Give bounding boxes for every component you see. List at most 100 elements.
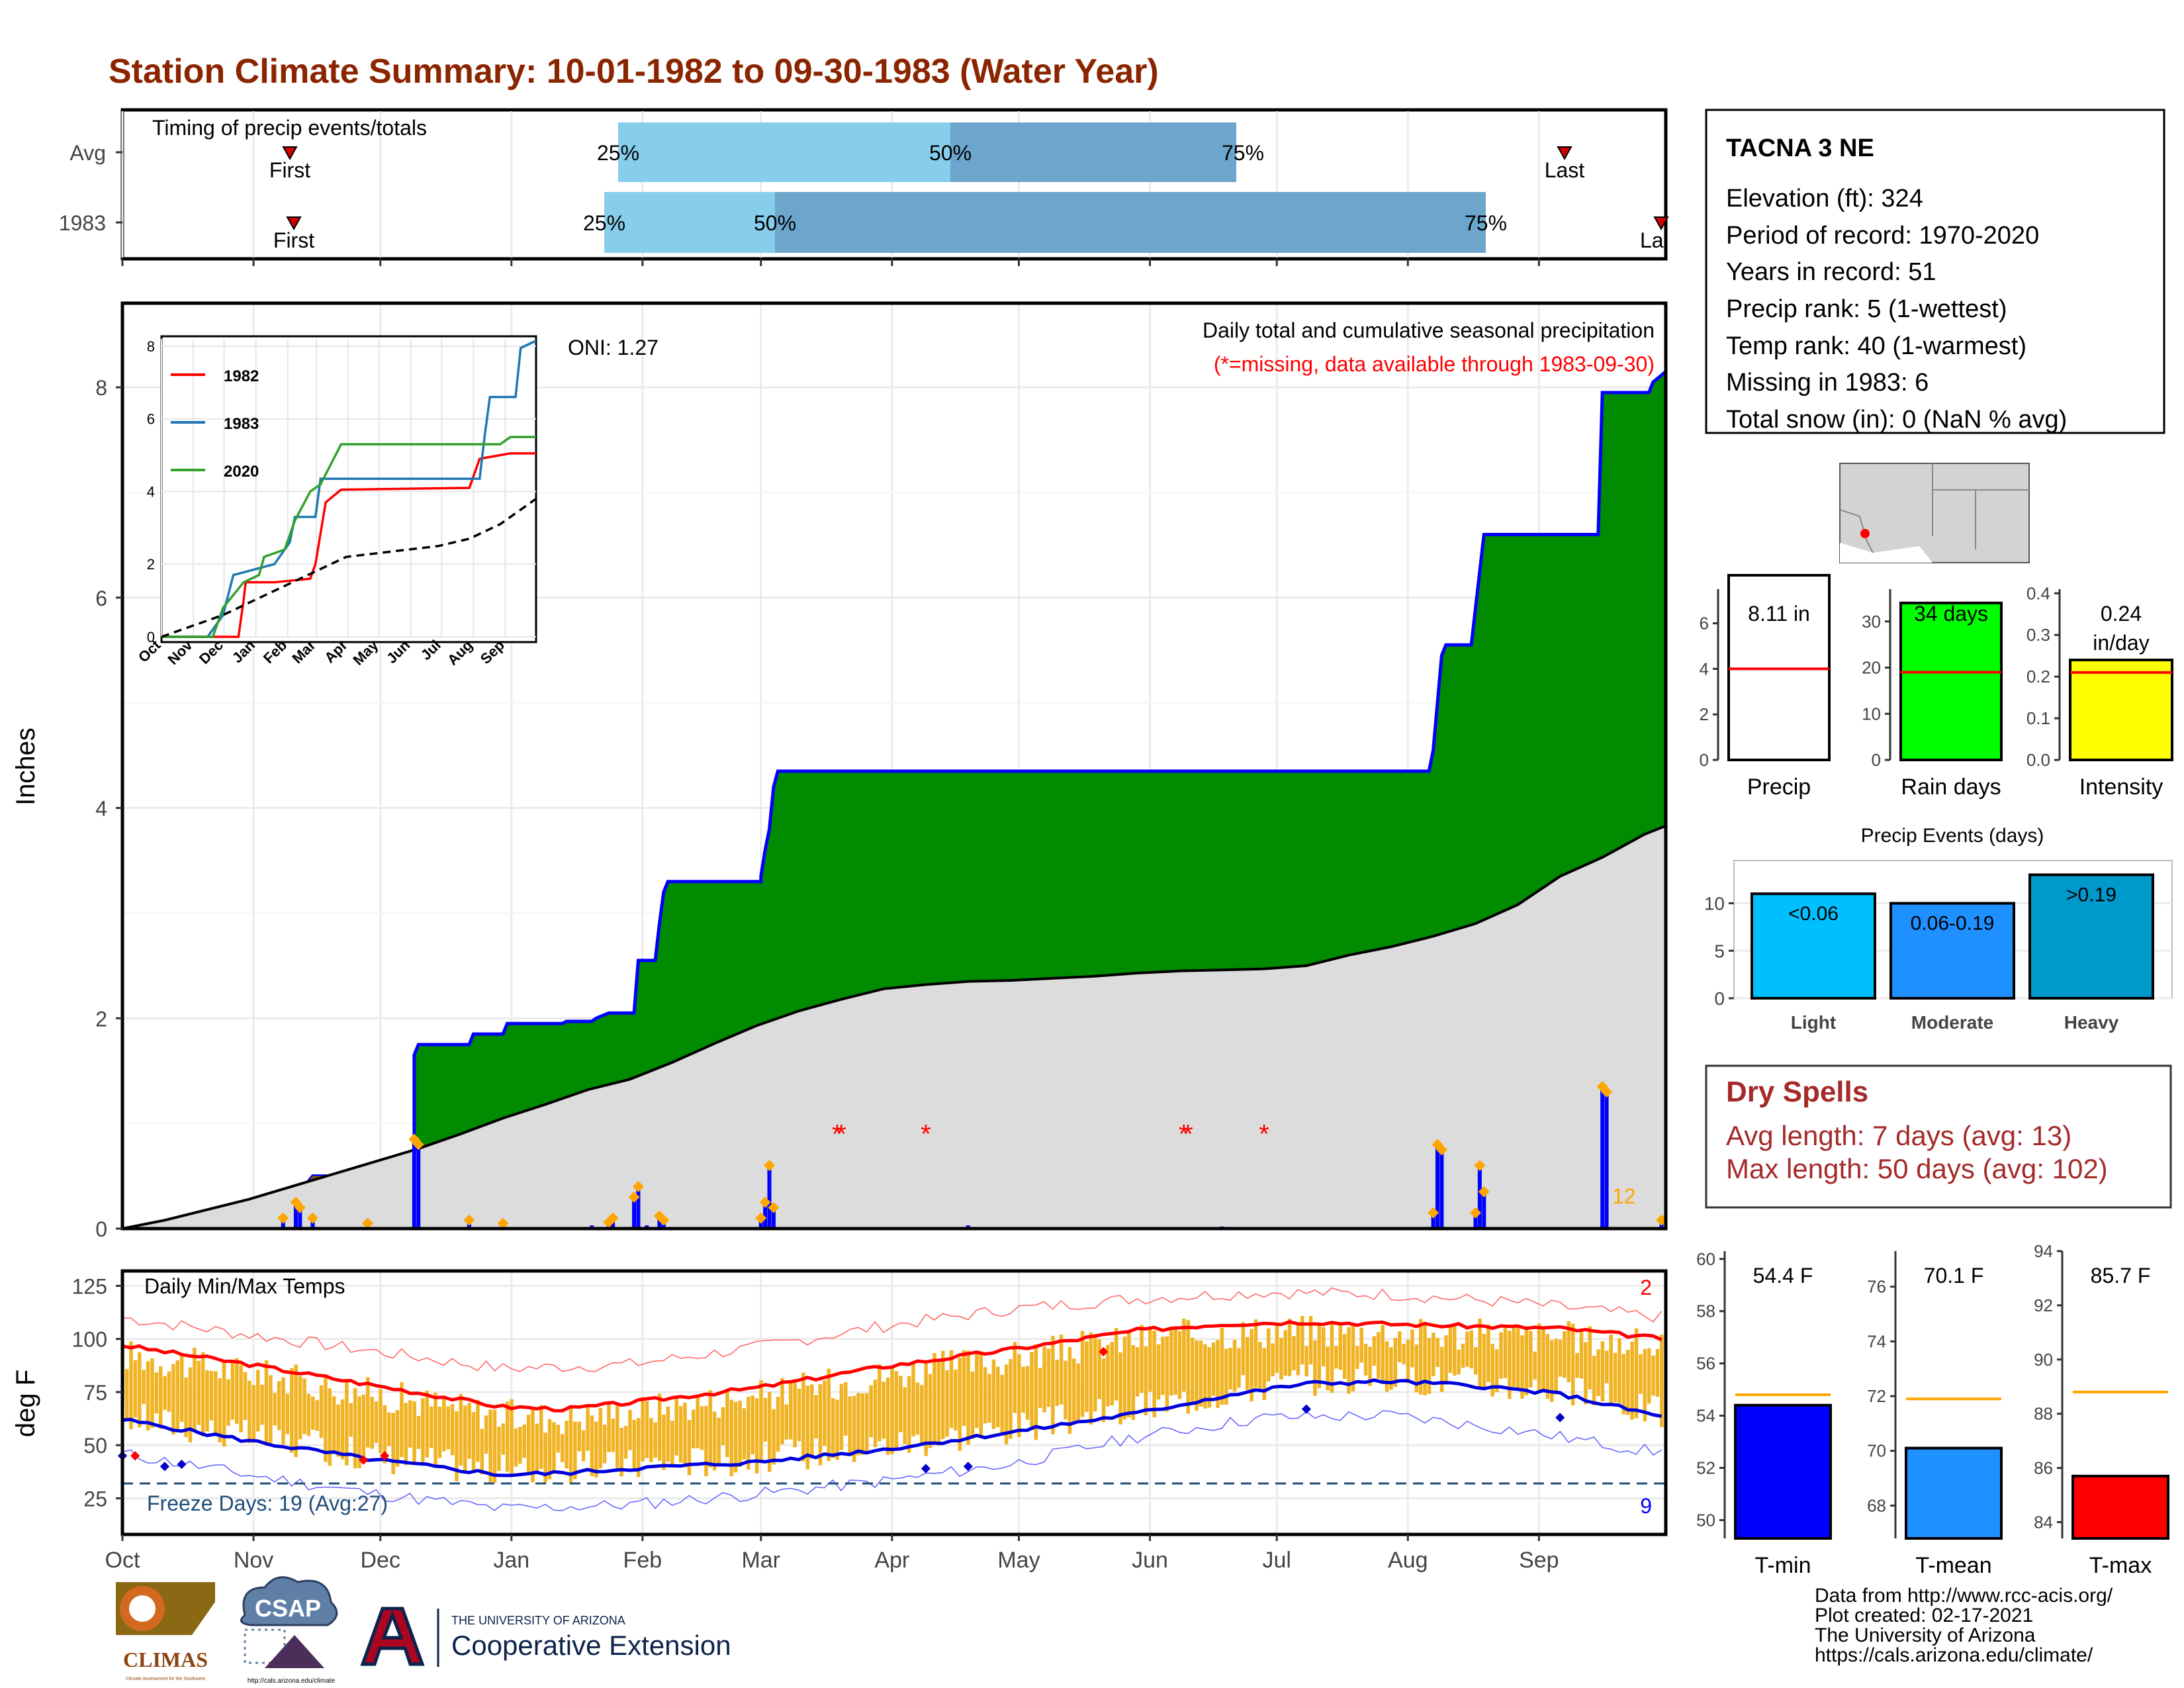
daily-temp-bar [1051, 1335, 1055, 1434]
intensity-bar [2069, 658, 2173, 761]
daily-temp-bar [670, 1421, 674, 1468]
daily-temp-bar [1503, 1328, 1508, 1378]
daily-temp-bar [201, 1352, 205, 1437]
daily-temp-bar [1359, 1327, 1363, 1363]
daily-temp-bar [598, 1407, 602, 1469]
daily-temp-bar [903, 1387, 907, 1444]
daily-temp-bar [484, 1415, 488, 1454]
daily-temp-bar [315, 1400, 319, 1431]
daily-temp-bar [1549, 1340, 1554, 1402]
daily-temp-bar [1402, 1344, 1406, 1365]
inset-line-2020 [161, 436, 536, 638]
daily-temp-bar [831, 1398, 835, 1458]
daily-temp-bar [556, 1425, 561, 1453]
daily-temp-bar [1342, 1334, 1347, 1379]
avg-bar-50-75 [950, 122, 1236, 182]
daily-temp-bar [725, 1391, 729, 1458]
tmin-ytick-label: 54 [1696, 1406, 1715, 1426]
daily-temp-bar [809, 1384, 814, 1459]
intensity-value-label: 0.24 [2101, 602, 2142, 626]
daily-temp-bar [387, 1412, 391, 1446]
temp-xtick-label: Dec [360, 1548, 400, 1573]
daily-temp-bar [590, 1415, 594, 1476]
temp-ytick-label: 50 [83, 1434, 107, 1458]
daily-temp-bar [446, 1406, 450, 1450]
daily-temp-bar [260, 1384, 264, 1425]
daily-temp-bar [692, 1409, 696, 1449]
daily-temp-bar [763, 1397, 768, 1442]
events-ytick-label: 0 [1714, 988, 1725, 1009]
daily-temp-bar [214, 1371, 218, 1435]
rain-days-value-label: 34 days [1914, 602, 1988, 626]
daily-precip-bar [771, 1207, 776, 1229]
avg-last-label: Last [1545, 158, 1585, 182]
events-category-label: Moderate [1911, 1012, 1993, 1033]
daily-temp-bar [1592, 1355, 1596, 1405]
csap-mountain [265, 1635, 324, 1668]
daily-temp-bar [133, 1360, 138, 1418]
daily-temp-bar [138, 1352, 142, 1428]
inset-ytick-label: 0 [147, 629, 155, 645]
daily-temp-bar [395, 1410, 400, 1467]
daily-temp-bar [433, 1392, 437, 1468]
tmax-ytick-label: 86 [2034, 1458, 2053, 1478]
daily-temp-bar [480, 1429, 484, 1475]
daily-temp-bar [1207, 1347, 1211, 1408]
daily-temp-bar [1529, 1331, 1533, 1387]
intensity-value-label: in/day [2093, 631, 2149, 655]
daily-temp-bar [1279, 1337, 1283, 1380]
daily-temp-bar [1457, 1349, 1461, 1375]
tmax-ytick-label: 94 [2034, 1241, 2053, 1261]
missing-day-marker: * [1259, 1119, 1269, 1149]
daily-temp-bar [805, 1385, 810, 1470]
dry-spells-title: Dry Spells [1726, 1076, 1868, 1108]
daily-temp-bar [552, 1422, 556, 1471]
tmin-category-label: T-min [1755, 1553, 1811, 1578]
daily-temp-bar [924, 1362, 928, 1456]
daily-temp-bar [226, 1379, 230, 1426]
footer-line-3: The University of Arizona [1815, 1624, 2036, 1646]
daily-temp-bar [1625, 1349, 1630, 1415]
daily-temp-bar [776, 1397, 780, 1452]
daily-temp-bar [594, 1421, 598, 1477]
daily-temp-bar [285, 1393, 290, 1434]
daily-temp-bar [607, 1401, 611, 1452]
daily-temp-bar [1021, 1366, 1025, 1413]
daily-temp-bar [361, 1394, 366, 1459]
tmean-category-label: T-mean [1915, 1553, 1991, 1578]
freeze-days: Freeze Days: 19 (Avg:27) [147, 1491, 388, 1515]
precip-category-label: Precip [1747, 774, 1811, 800]
daily-temp-bar [742, 1408, 747, 1460]
daily-precip-marker [1435, 1144, 1447, 1156]
tmean-ytick-label: 76 [1867, 1277, 1886, 1297]
daily-temp-bar [1030, 1352, 1034, 1430]
daily-temp-bar [425, 1390, 430, 1458]
intensity-category-label: Intensity [2079, 774, 2163, 800]
year-pct-25: 25% [583, 211, 625, 235]
daily-temp-bar [565, 1421, 569, 1469]
daily-temp-bar [459, 1393, 463, 1466]
daily-temp-bar [1630, 1341, 1634, 1420]
daily-temp-bar [1554, 1338, 1558, 1395]
daily-temp-bar [277, 1381, 281, 1430]
precip-frame [120, 301, 1668, 1231]
daily-temp-bar [531, 1407, 535, 1483]
legend-label-2020: 2020 [224, 463, 259, 481]
daily-temp-bar [911, 1363, 915, 1436]
daily-temp-bar [1085, 1341, 1089, 1412]
tmean-value-label: 70.1 F [1924, 1264, 1984, 1288]
inset-ytick-label: 8 [147, 338, 155, 355]
daily-temp-bar [188, 1367, 193, 1442]
daily-temp-bar [1377, 1332, 1381, 1379]
daily-temp-bar [450, 1404, 455, 1456]
daily-temp-bar [1347, 1327, 1351, 1394]
daily-precip-marker [759, 1196, 771, 1208]
daily-temp-bar [467, 1403, 471, 1459]
row-label-year: 1983 [59, 211, 106, 235]
daily-temp-bar [1203, 1344, 1207, 1409]
daily-precip-bar [636, 1186, 641, 1229]
tmin-value-label: 54.4 F [1753, 1264, 1813, 1288]
daily-temp-bar [1046, 1348, 1051, 1407]
daily-temp-bar [729, 1399, 734, 1476]
daily-temp-bar [1651, 1355, 1655, 1396]
